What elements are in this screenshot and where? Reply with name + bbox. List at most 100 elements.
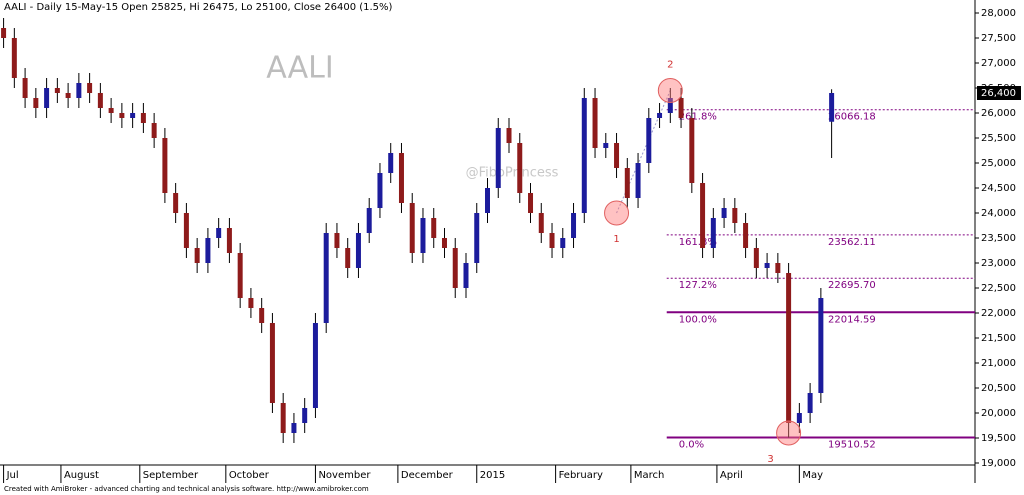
- x-tick-label: 2015: [480, 470, 505, 481]
- candle-body: [291, 423, 297, 433]
- candle-body: [646, 118, 652, 163]
- candle-body: [560, 238, 566, 248]
- y-tick-label: 26,000: [981, 108, 1016, 119]
- candle-body: [721, 208, 727, 218]
- candle-body: [97, 93, 103, 108]
- x-tick-label: September: [143, 470, 199, 481]
- candle-body: [796, 413, 802, 423]
- candle-body: [571, 213, 577, 238]
- candle-body: [280, 403, 286, 433]
- candle-body: [549, 233, 555, 248]
- x-tick-label: March: [634, 470, 664, 481]
- candle-body: [398, 153, 404, 203]
- pivot-label: 3: [767, 454, 773, 465]
- x-tick-label: February: [559, 470, 603, 481]
- fib-label: 100.0%: [679, 314, 717, 325]
- candle-body: [312, 323, 318, 408]
- candle-body: [441, 238, 447, 248]
- candle-body: [44, 88, 50, 108]
- candle-body: [743, 223, 749, 248]
- y-tick-label: 25,000: [981, 158, 1016, 169]
- y-tick-label: 19,000: [981, 458, 1016, 469]
- candle-body: [624, 168, 630, 198]
- y-tick-label: 19,500: [981, 433, 1016, 444]
- candle-body: [431, 218, 437, 238]
- candle-body: [130, 113, 136, 118]
- y-tick-label: 24,000: [981, 208, 1016, 219]
- candle-body: [302, 408, 308, 423]
- fib-label: 161.8%: [679, 237, 717, 248]
- last-price-label: 26,400: [981, 88, 1016, 99]
- candle-body: [183, 213, 189, 248]
- candle-body: [54, 88, 60, 93]
- candle-body: [345, 248, 351, 268]
- y-tick-label: 22,000: [981, 308, 1016, 319]
- x-tick-label: December: [401, 470, 454, 481]
- candle-body: [786, 273, 792, 423]
- pivot-marker: [776, 420, 802, 446]
- x-tick-label: October: [229, 470, 270, 481]
- candle-body: [409, 203, 415, 253]
- candle-body: [667, 98, 673, 113]
- candle-body: [119, 113, 125, 118]
- candle-body: [108, 108, 114, 113]
- candle-body: [420, 218, 426, 253]
- candle-body: [635, 163, 641, 198]
- candle-body: [657, 113, 663, 118]
- candle-body: [205, 238, 211, 263]
- fib-label: 0.0%: [679, 439, 704, 450]
- candle-body: [485, 188, 490, 213]
- pivot-label: 1: [613, 234, 619, 245]
- pivot-marker: [604, 200, 630, 226]
- pivot-marker: [657, 78, 683, 103]
- x-tick-label: November: [318, 470, 371, 481]
- fib-value-label: 26066.18: [828, 112, 876, 123]
- fib-value-label: 19510.52: [828, 439, 876, 450]
- x-tick-label: August: [64, 470, 99, 481]
- candle-body: [1, 28, 7, 38]
- candle-body: [151, 123, 157, 138]
- x-tick-label: May: [802, 470, 823, 481]
- footer: Created with AmiBroker - advanced charti…: [4, 485, 369, 493]
- candle-body: [173, 193, 179, 213]
- fib-value-label: 22014.59: [828, 314, 876, 325]
- candle-body: [538, 213, 544, 233]
- y-tick-label: 21,500: [981, 333, 1016, 344]
- candle-body: [678, 98, 684, 118]
- fib-label: 127.2%: [679, 280, 717, 291]
- candle-body: [463, 263, 469, 288]
- y-tick-label: 27,500: [981, 33, 1016, 44]
- candle-body: [452, 248, 458, 288]
- candle-body: [334, 233, 340, 248]
- candle-body: [140, 113, 146, 123]
- candle-body: [603, 143, 609, 148]
- candle-body: [764, 263, 770, 268]
- candle-body: [388, 153, 394, 173]
- y-tick-label: 22,500: [981, 283, 1016, 294]
- candle-body: [226, 228, 232, 253]
- candle-body: [355, 233, 361, 268]
- candle-body: [700, 183, 706, 248]
- candle-body: [506, 128, 512, 143]
- last-price-box: [977, 86, 1021, 100]
- x-tick-label: Jul: [6, 470, 19, 481]
- candle-body: [528, 193, 534, 213]
- candle-body: [614, 143, 620, 168]
- candle-body: [474, 213, 480, 263]
- credit: @FiboPrincess: [466, 166, 559, 181]
- candle-body: [248, 298, 254, 308]
- candle-body: [76, 83, 82, 98]
- y-tick-label: 23,500: [981, 233, 1016, 244]
- y-tick-label: 28,000: [981, 8, 1016, 19]
- pivot-label: 2: [667, 60, 673, 71]
- candle-body: [237, 253, 243, 298]
- candle-body: [377, 173, 383, 208]
- candle-body: [216, 228, 222, 238]
- y-tick-label: 27,000: [981, 58, 1016, 69]
- candle-body: [775, 263, 781, 273]
- candle-body: [592, 98, 598, 148]
- candle-body: [259, 308, 265, 323]
- candle-body: [689, 118, 695, 183]
- fib-value-label: 23562.11: [828, 237, 876, 248]
